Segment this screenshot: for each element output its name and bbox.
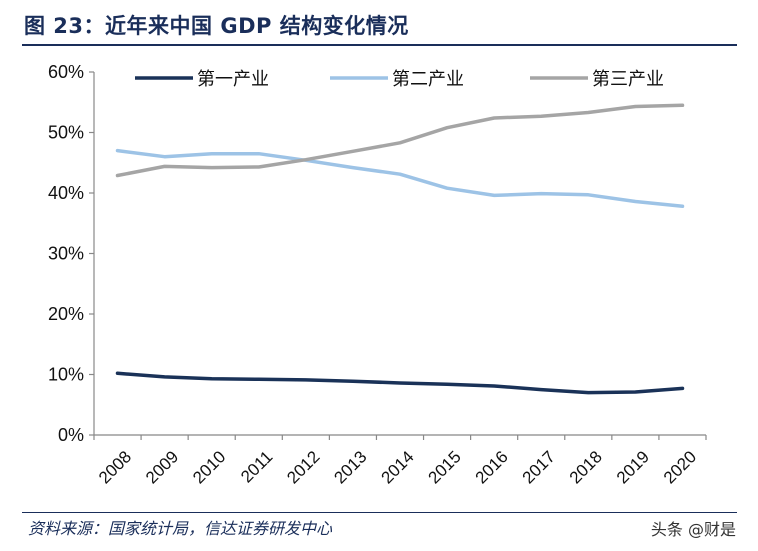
x-tick-label: 2017 (519, 447, 559, 487)
x-tick-label: 2018 (566, 447, 606, 487)
y-tick-label: 60% (48, 62, 84, 82)
x-tick-label: 2016 (472, 447, 512, 487)
legend-label-2: 第二产业 (392, 69, 464, 90)
x-tick-label: 2012 (283, 447, 323, 487)
x-tick-label: 2020 (660, 447, 700, 487)
x-tick-label: 2014 (377, 447, 417, 487)
title-divider (22, 44, 737, 46)
legend-label-3: 第三产业 (592, 69, 664, 90)
y-tick-label: 20% (48, 304, 84, 324)
footer-divider (22, 512, 737, 513)
y-tick-label: 40% (48, 183, 84, 203)
x-tick-label: 2010 (189, 447, 229, 487)
chart-title: 图 23：近年来中国 GDP 结构变化情况 (24, 14, 409, 38)
y-tick-label: 0% (58, 425, 84, 445)
x-tick-label: 2009 (142, 447, 182, 487)
x-tick-label: 2015 (425, 447, 465, 487)
x-tick-label: 2011 (237, 447, 276, 486)
x-tick-label: 2008 (95, 447, 135, 487)
series-line-3 (115, 103, 685, 178)
y-tick-label: 30% (48, 244, 84, 264)
watermark: 头条 @财是 (650, 520, 736, 539)
y-tick-label: 10% (48, 365, 84, 385)
source-note: 资料来源：国家统计局，信达证券研发中心 (28, 519, 333, 538)
series-line-2 (115, 148, 685, 209)
x-tick-label: 2019 (613, 447, 653, 487)
x-tick-label: 2013 (330, 447, 370, 487)
y-tick-label: 50% (48, 123, 84, 143)
legend-label-1: 第一产业 (197, 69, 269, 90)
series-line-1 (115, 371, 685, 395)
